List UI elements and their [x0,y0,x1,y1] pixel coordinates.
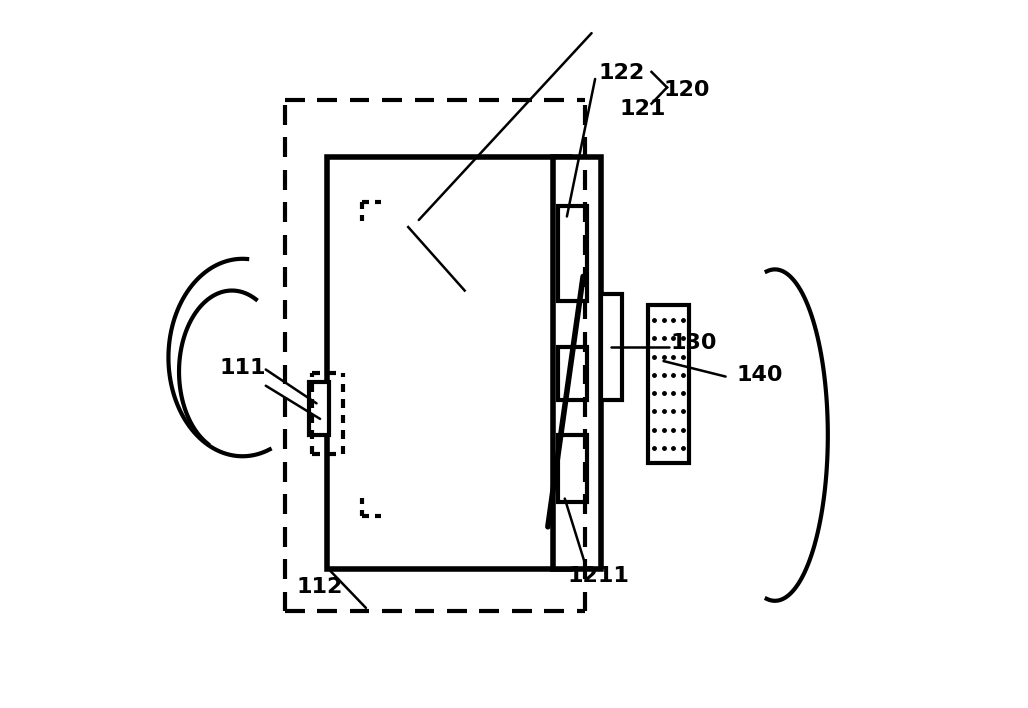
Text: 1211: 1211 [567,566,629,586]
Text: 120: 120 [663,79,710,100]
Text: 112: 112 [297,577,343,597]
Bar [558,206,587,301]
Text: 122: 122 [598,63,645,84]
Bar [648,304,689,463]
Bar [327,156,571,569]
Text: 140: 140 [736,365,782,385]
Text: 130: 130 [670,333,718,353]
Text: 121: 121 [620,98,666,118]
Bar [558,435,587,502]
Bar [309,382,329,435]
Bar [553,156,600,569]
Bar [600,294,622,400]
Bar [558,347,587,400]
Text: 111: 111 [219,358,266,378]
